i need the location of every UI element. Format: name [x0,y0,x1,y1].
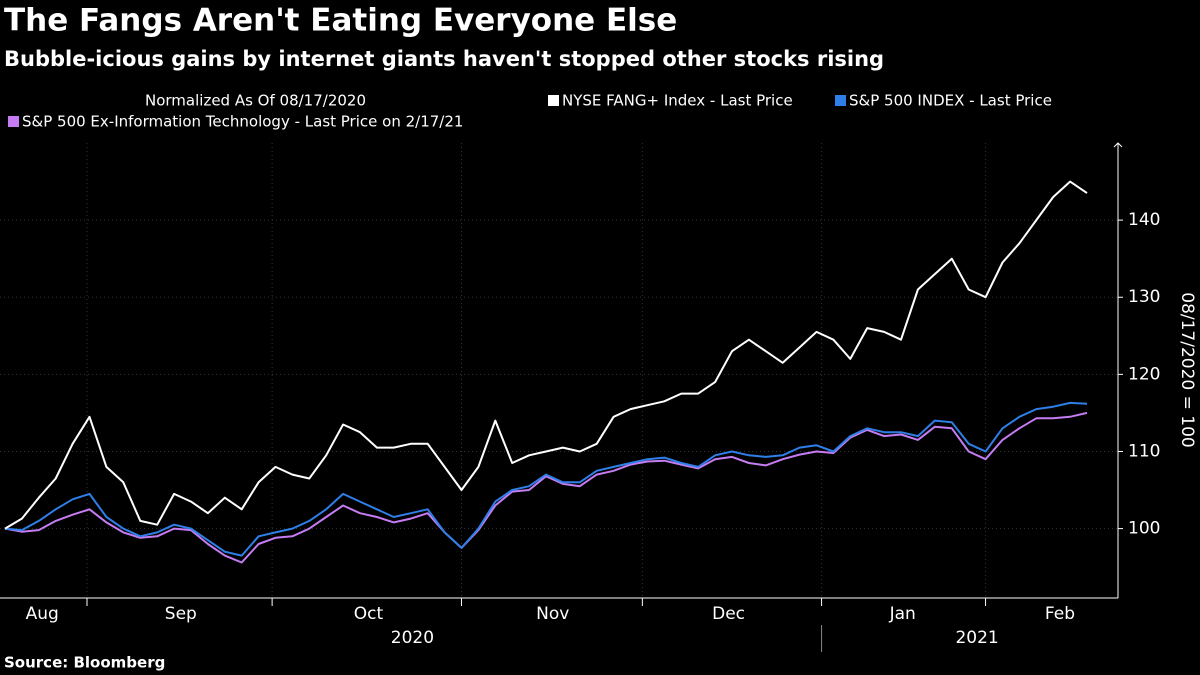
x-tick-label: Feb [1045,604,1075,624]
source: Source: Bloomberg [4,654,165,672]
series-line [4,411,1088,564]
y-tick-label: 120 [1128,364,1160,384]
y-tick-label: 110 [1128,441,1160,461]
series-line [4,180,1088,530]
x-tick-label: Oct [354,604,384,624]
y-tick-label: 130 [1128,287,1160,307]
legend-title: Normalized As Of 08/17/2020 [145,92,366,110]
x-tick-label: Nov [536,604,569,624]
legend-swatch [8,116,19,127]
legend-label: NYSE FANG+ Index - Last Price [562,92,793,110]
chart-title: The Fangs Aren't Eating Everyone Else [4,3,677,39]
y-axis-arrow [1113,142,1123,148]
year-label: 2021 [955,628,998,648]
year-label: 2020 [391,628,434,648]
y-tick-label: 140 [1128,210,1160,230]
y-tick-label: 100 [1128,519,1160,539]
legend-swatch [835,95,846,106]
chart-subtitle: Bubble-icious gains by internet giants h… [4,47,884,71]
x-tick-label: Aug [26,604,59,624]
legend-swatch [548,95,559,106]
series-line [4,401,1088,557]
x-tick-label: Jan [889,604,916,624]
legend-label: S&P 500 Ex-Information Technology - Last… [22,113,463,131]
y-axis-label: 08/17/2020 = 100 [1177,292,1197,447]
x-tick-label: Dec [712,604,745,624]
x-tick-label: Sep [165,604,197,624]
legend-label: S&P 500 INDEX - Last Price [849,92,1052,110]
